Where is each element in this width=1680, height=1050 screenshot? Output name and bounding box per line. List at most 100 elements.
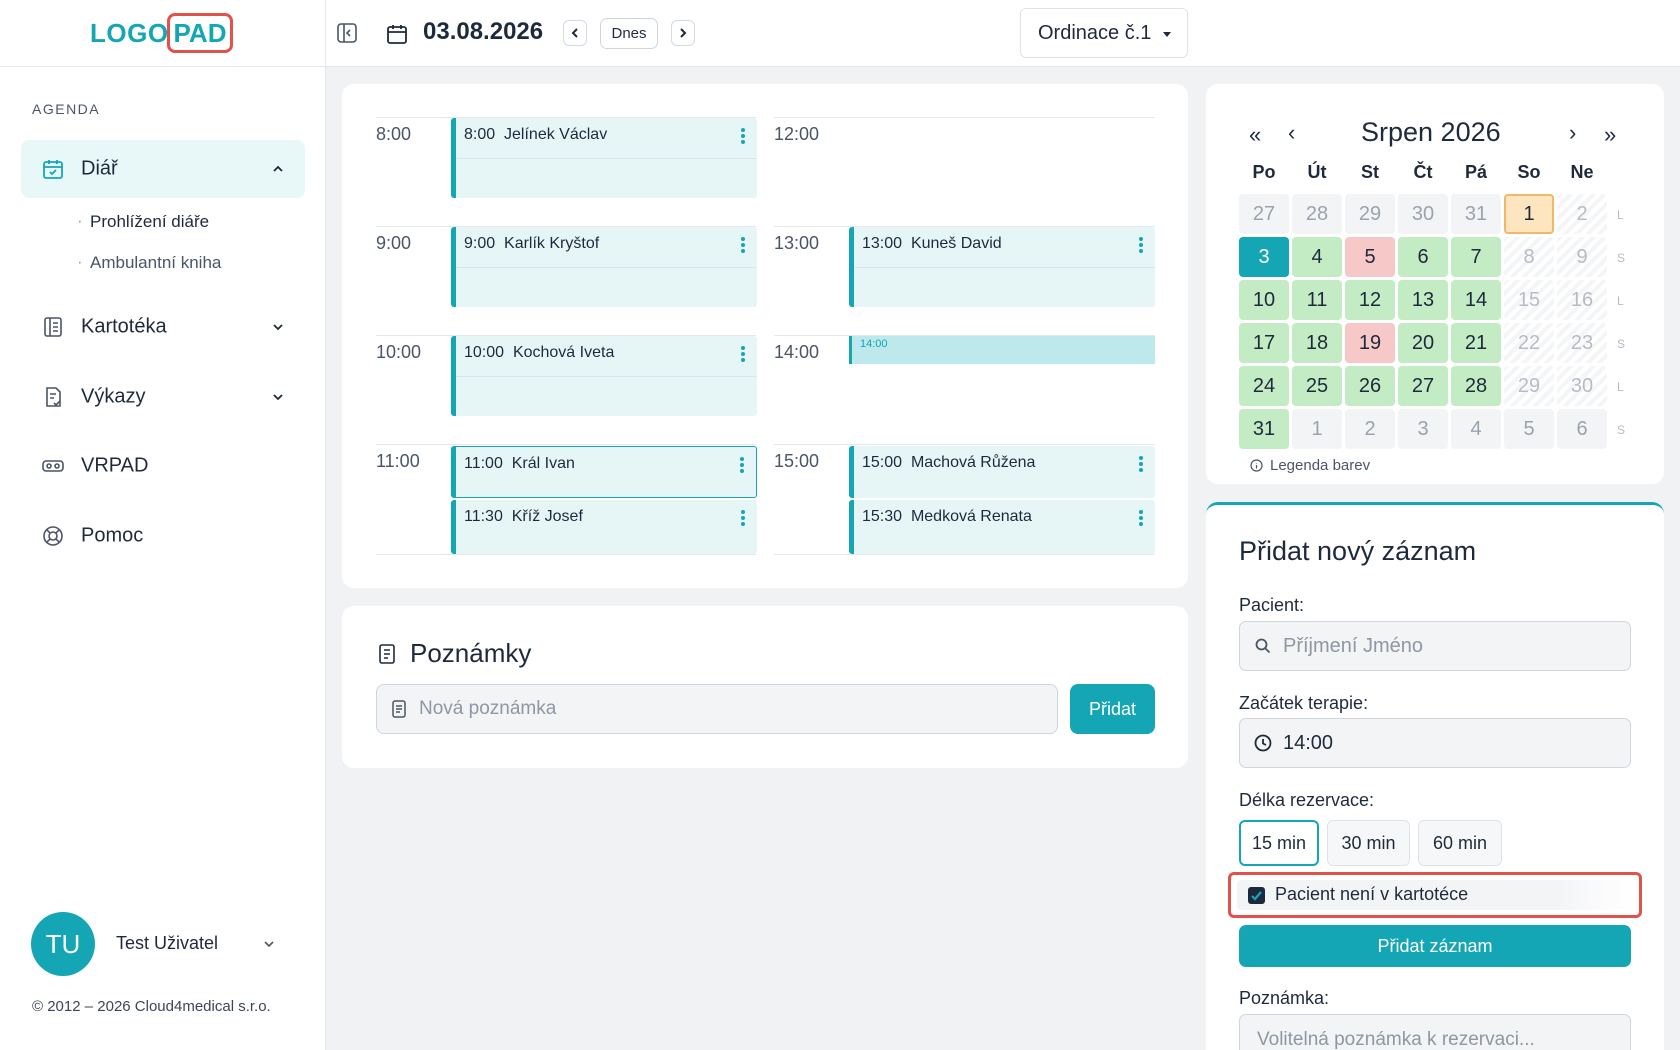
logo[interactable]: LOGO PAD: [0, 0, 326, 67]
appointment[interactable]: 11:00 Král Ivan: [451, 446, 757, 498]
calendar-day[interactable]: 29: [1504, 366, 1554, 406]
calendar-month-label: Srpen 2026: [1361, 117, 1501, 147]
hour-label: 15:00: [774, 451, 820, 471]
new-booking-slot[interactable]: 14:00: [849, 336, 1155, 364]
calendar-day[interactable]: 22: [1504, 323, 1554, 363]
calendar-day[interactable]: 8: [1504, 237, 1554, 277]
duration-15-button[interactable]: 15 min: [1239, 820, 1319, 866]
next-year-button[interactable]: »: [1604, 122, 1617, 147]
appointment[interactable]: 13:00 Kuneš David: [849, 227, 1155, 307]
prev-year-button[interactable]: «: [1249, 122, 1262, 147]
not-in-records-label[interactable]: Pacient není v kartotéce: [1275, 884, 1469, 904]
calendar-day[interactable]: 20: [1398, 323, 1448, 363]
next-day-button[interactable]: [671, 20, 695, 46]
calendar-day[interactable]: 27: [1398, 366, 1448, 406]
calendar-day[interactable]: 5: [1504, 409, 1554, 449]
calendar-day[interactable]: 24: [1239, 366, 1289, 406]
more-vertical-icon[interactable]: [741, 344, 745, 364]
more-vertical-icon[interactable]: [741, 508, 745, 528]
calendar-icon[interactable]: [385, 22, 409, 46]
calendar-day[interactable]: 9: [1557, 237, 1607, 277]
calendar-day[interactable]: 27: [1239, 194, 1289, 234]
calendar-day[interactable]: 14: [1451, 280, 1501, 320]
calendar-day[interactable]: 21: [1451, 323, 1501, 363]
calendar-day[interactable]: 31: [1451, 194, 1501, 234]
prev-day-button[interactable]: [563, 20, 587, 46]
more-vertical-icon[interactable]: [741, 126, 745, 146]
calendar-day[interactable]: 28: [1451, 366, 1501, 406]
checkbox-background: Pacient není v kartotéce: [1237, 880, 1633, 910]
user-name[interactable]: Test Uživatel: [116, 933, 219, 953]
not-in-records-row[interactable]: Pacient není v kartotéce: [1228, 872, 1642, 918]
chevron-down-icon[interactable]: [262, 937, 276, 951]
calendar-day[interactable]: 30: [1398, 194, 1448, 234]
calendar-day[interactable]: 3: [1398, 409, 1448, 449]
sidebar-item-vykazy[interactable]: Výkazy: [21, 368, 305, 426]
location-dropdown[interactable]: Ordinace č.1: [1020, 8, 1188, 58]
calendar-day[interactable]: 10: [1239, 280, 1289, 320]
calendar-day[interactable]: 11: [1292, 280, 1342, 320]
calendar-day[interactable]: 31: [1239, 409, 1289, 449]
new-note-input[interactable]: Nová poznámka: [376, 684, 1058, 734]
not-in-records-checkbox[interactable]: [1248, 887, 1265, 904]
more-vertical-icon[interactable]: [740, 455, 744, 475]
current-date[interactable]: 03.08.2026: [423, 18, 544, 45]
calendar-day[interactable]: 26: [1345, 366, 1395, 406]
calendar-day[interactable]: 1: [1292, 409, 1342, 449]
appointment[interactable]: 15:30 Medková Renata: [849, 500, 1155, 554]
sidebar-item-diar[interactable]: Diář: [21, 140, 305, 198]
calendar-day[interactable]: 4: [1292, 237, 1342, 277]
more-vertical-icon[interactable]: [1139, 454, 1143, 474]
color-legend-link[interactable]: Legenda barev: [1270, 457, 1371, 474]
calendar-day[interactable]: 1: [1504, 194, 1554, 234]
calendar-day[interactable]: 19: [1345, 323, 1395, 363]
appointment[interactable]: 8:00 Jelínek Václav: [451, 118, 757, 198]
prev-month-button[interactable]: ‹: [1288, 120, 1296, 145]
avatar[interactable]: TU: [31, 912, 95, 976]
calendar-day[interactable]: 5: [1345, 237, 1395, 277]
calendar-day[interactable]: 6: [1398, 237, 1448, 277]
calendar-day[interactable]: 18: [1292, 323, 1342, 363]
calendar-day[interactable]: 12: [1345, 280, 1395, 320]
appointment[interactable]: 10:00 Kochová Iveta: [451, 336, 757, 416]
start-label: Začátek terapie:: [1239, 693, 1369, 713]
calendar-day[interactable]: 13: [1398, 280, 1448, 320]
calendar-day[interactable]: 6: [1557, 409, 1607, 449]
duration-60-button[interactable]: 60 min: [1418, 820, 1502, 866]
caret-down-icon: [1163, 32, 1171, 37]
appointment[interactable]: 9:00 Karlík Kryštof: [451, 227, 757, 307]
sidebar-subitem-prohlizeni[interactable]: Prohlížení diáře: [77, 211, 209, 232]
booking-note-input[interactable]: Volitelná poznámka k rezervaci...: [1239, 1014, 1631, 1050]
calendar-day[interactable]: 28: [1292, 194, 1342, 234]
next-month-button[interactable]: ›: [1569, 120, 1577, 145]
duration-30-button[interactable]: 30 min: [1327, 820, 1410, 866]
calendar-day[interactable]: 30: [1557, 366, 1607, 406]
calendar-day[interactable]: 7: [1451, 237, 1501, 277]
calendar-day[interactable]: 23: [1557, 323, 1607, 363]
today-button[interactable]: Dnes: [600, 18, 658, 49]
calendar-day[interactable]: 29: [1345, 194, 1395, 234]
sidebar-subitem-ambulantni[interactable]: Ambulantní kniha: [77, 252, 221, 273]
sidebar-toggle-icon[interactable]: [336, 22, 358, 44]
more-vertical-icon[interactable]: [1139, 508, 1143, 528]
sidebar-item-kartoteka[interactable]: Kartotéka: [21, 298, 305, 356]
more-vertical-icon[interactable]: [1139, 235, 1143, 255]
calendar-day[interactable]: 2: [1557, 194, 1607, 234]
more-vertical-icon[interactable]: [741, 235, 745, 255]
info-icon[interactable]: [1250, 459, 1263, 472]
appointment[interactable]: 15:00 Machová Růžena: [849, 446, 1155, 498]
calendar-day[interactable]: 15: [1504, 280, 1554, 320]
calendar-day[interactable]: 25: [1292, 366, 1342, 406]
patient-search-input[interactable]: Příjmení Jméno: [1239, 621, 1631, 671]
add-record-button[interactable]: Přidat záznam: [1239, 925, 1631, 967]
add-note-button[interactable]: Přidat: [1070, 684, 1155, 734]
appointment[interactable]: 11:30 Kříž Josef: [451, 500, 757, 554]
sidebar-item-vrpad[interactable]: VRPAD: [21, 437, 305, 495]
calendar-day[interactable]: 4: [1451, 409, 1501, 449]
start-time-input[interactable]: 14:00: [1239, 718, 1631, 768]
calendar-day[interactable]: 3: [1239, 237, 1289, 277]
calendar-day[interactable]: 2: [1345, 409, 1395, 449]
calendar-day[interactable]: 16: [1557, 280, 1607, 320]
calendar-day[interactable]: 17: [1239, 323, 1289, 363]
sidebar-item-pomoc[interactable]: Pomoc: [21, 507, 305, 565]
